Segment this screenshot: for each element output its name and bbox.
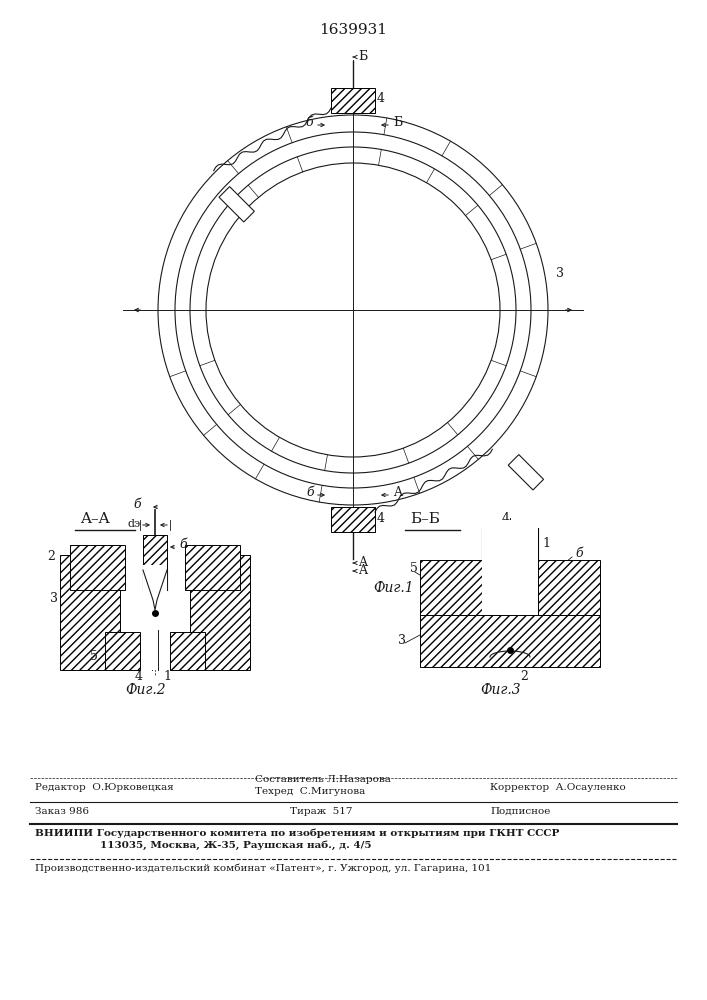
Bar <box>482 520 538 615</box>
Text: 2: 2 <box>47 550 55 563</box>
Text: Производственно-издательский комбинат «Патент», г. Ужгород, ул. Гагарина, 101: Производственно-издательский комбинат «П… <box>35 863 491 873</box>
Bar <box>420 615 600 667</box>
Text: 5: 5 <box>90 650 98 663</box>
Text: Фиг.1: Фиг.1 <box>373 581 414 595</box>
Bar <box>482 528 538 573</box>
Text: 3: 3 <box>50 592 58 605</box>
Text: Б–Б: Б–Б <box>410 512 440 526</box>
Text: 3: 3 <box>398 634 406 647</box>
Bar <box>143 565 167 630</box>
Text: 4: 4 <box>135 670 143 683</box>
Bar <box>190 555 250 670</box>
Text: Б: Б <box>393 116 402 129</box>
Text: dэ: dэ <box>127 519 140 529</box>
Text: 5: 5 <box>410 562 418 575</box>
Text: Редактор  О.Юрковецкая: Редактор О.Юрковецкая <box>35 783 174 792</box>
Text: 4: 4 <box>377 92 385 105</box>
Text: Б: Б <box>358 50 367 63</box>
Polygon shape <box>508 455 544 490</box>
Bar <box>331 507 375 532</box>
Bar <box>105 632 140 670</box>
Text: 113035, Москва, Ж-35, Раушская наб., д. 4/5: 113035, Москва, Ж-35, Раушская наб., д. … <box>100 840 371 850</box>
Text: A: A <box>358 564 367 577</box>
Bar <box>152 608 158 670</box>
Text: 4: 4 <box>502 512 510 525</box>
Text: Фиг.2: Фиг.2 <box>125 683 165 697</box>
Text: 2: 2 <box>520 670 528 683</box>
Text: Заказ 986: Заказ 986 <box>35 807 89 816</box>
Text: Подписное: Подписное <box>490 807 550 816</box>
Text: 3: 3 <box>556 267 564 280</box>
Bar <box>185 545 240 590</box>
Text: Составитель Л.Назарова: Составитель Л.Назарова <box>255 775 391 784</box>
Bar <box>60 555 120 670</box>
Bar <box>538 560 600 615</box>
Text: 1: 1 <box>163 670 171 683</box>
Text: б: б <box>179 538 187 551</box>
Text: ВНИИПИ Государственного комитета по изобретениям и открытиям при ГКНТ СССР: ВНИИПИ Государственного комитета по изоб… <box>35 828 559 838</box>
Text: б: б <box>305 116 312 129</box>
Text: б: б <box>306 486 314 499</box>
Polygon shape <box>219 187 255 222</box>
Text: 1: 1 <box>542 537 550 550</box>
Text: A: A <box>358 556 367 569</box>
Bar <box>331 88 375 113</box>
Bar <box>420 560 482 615</box>
Text: Фиг.3: Фиг.3 <box>480 683 520 697</box>
Text: A–A: A–A <box>80 512 110 526</box>
Text: б: б <box>575 547 583 560</box>
Text: Корректор  А.Осауленко: Корректор А.Осауленко <box>490 783 626 792</box>
Bar <box>70 545 125 590</box>
Text: A: A <box>393 486 402 499</box>
Text: Техред  С.Мигунова: Техред С.Мигунова <box>255 787 366 796</box>
Bar <box>143 535 167 570</box>
Text: 1639931: 1639931 <box>319 23 387 37</box>
Text: 4: 4 <box>377 512 385 525</box>
Text: Тираж  517: Тираж 517 <box>290 807 353 816</box>
Bar <box>170 632 205 670</box>
Text: б: б <box>133 498 141 511</box>
